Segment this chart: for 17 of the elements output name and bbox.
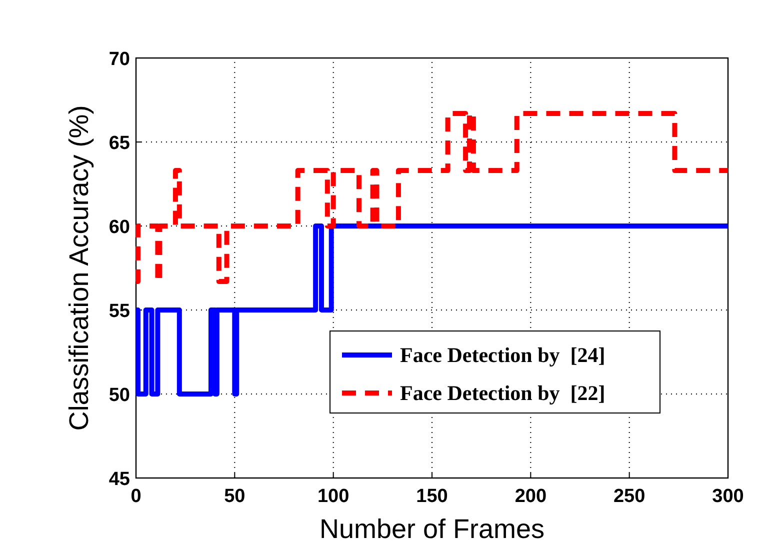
x-tick-label: 150 <box>416 486 448 507</box>
x-tick-label: 100 <box>317 486 350 507</box>
y-tick-label: 55 <box>108 301 130 322</box>
x-tick-label: 0 <box>130 486 142 507</box>
y-axis-title: Classification Accuracy (%) <box>64 105 94 431</box>
y-tick-label: 50 <box>108 385 130 406</box>
x-tick-label: 50 <box>224 486 246 507</box>
y-tick-label: 60 <box>108 217 130 238</box>
y-tick-label: 70 <box>108 49 130 70</box>
legend-label: Face Detection by [24] <box>400 343 606 367</box>
x-tick-label: 200 <box>514 486 547 507</box>
legend-label: Face Detection by [22] <box>400 381 606 405</box>
x-tick-label: 300 <box>712 486 744 507</box>
x-tick-label: 250 <box>613 486 646 507</box>
x-axis-title: Number of Frames <box>319 514 545 544</box>
y-tick-label: 45 <box>108 469 130 490</box>
y-tick-label: 65 <box>108 133 130 154</box>
